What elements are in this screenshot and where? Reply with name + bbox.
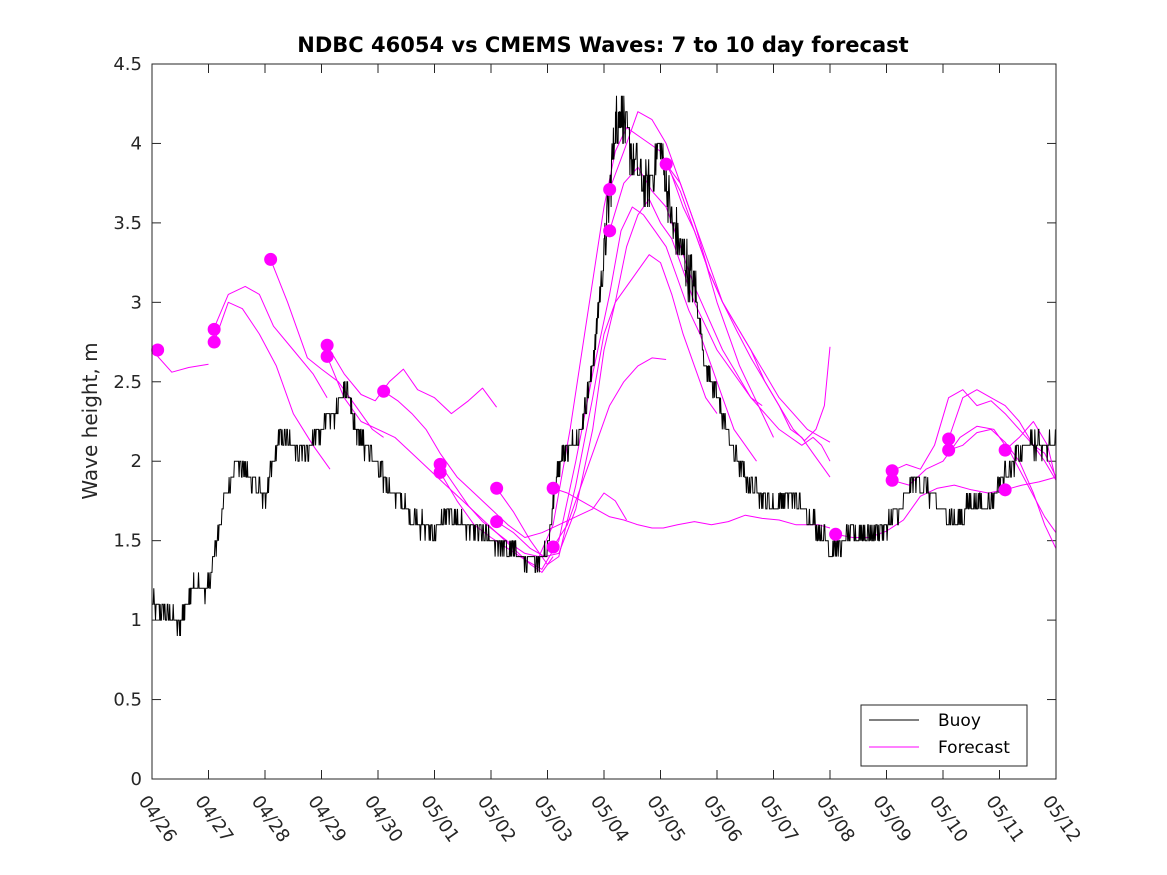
y-tick-label: 2.5 — [113, 372, 142, 393]
forecast-line — [552, 357, 667, 548]
buoy-line — [152, 95, 1057, 637]
forecast-start-marker — [264, 252, 278, 266]
y-tick-labels: 0 0.5 1 1.5 2 2.5 3 3.5 4 4.5 — [113, 54, 142, 790]
forecast-start-marker — [546, 540, 560, 554]
forecast-start-marker — [829, 527, 843, 541]
forecast-line — [213, 301, 331, 470]
forecast-line — [326, 344, 498, 415]
forecast-start-marker — [490, 515, 504, 529]
forecast-start-marker — [603, 183, 617, 197]
y-tick-label: 1 — [131, 610, 142, 631]
y-axis-label: Wave height, m — [78, 342, 102, 499]
series-group — [151, 95, 1057, 637]
y-tick-label: 2 — [131, 451, 142, 472]
y-tick-label: 1.5 — [113, 531, 142, 552]
forecast-line — [151, 349, 209, 373]
legend-box — [860, 704, 1028, 767]
forecast-start-marker — [998, 443, 1012, 457]
forecast-line — [665, 163, 831, 442]
chart-title: NDBC 46054 vs CMEMS Waves: 7 to 10 day f… — [297, 33, 908, 57]
y-tick-label: 4 — [131, 133, 142, 154]
forecast-start-marker — [603, 224, 617, 238]
forecast-start-marker — [207, 335, 221, 349]
forecast-start-marker — [659, 157, 673, 171]
forecast-line — [1004, 421, 1057, 481]
legend: Buoy Forecast — [860, 704, 1028, 767]
forecast-start-marker — [320, 349, 334, 363]
forecast-start-marker — [320, 338, 334, 352]
forecast-start-marker — [998, 483, 1012, 497]
axes-frame — [151, 63, 1057, 780]
forecast-line — [496, 198, 763, 558]
legend-label-forecast: Forecast — [938, 738, 1010, 758]
forecast-start-marker — [942, 443, 956, 457]
forecast-start-marker — [885, 464, 899, 478]
forecast-line — [439, 127, 774, 558]
y-tick-label: 3 — [131, 292, 142, 313]
forecast-start-marker — [546, 481, 560, 495]
forecast-line — [948, 428, 1057, 549]
forecast-start-marker — [942, 432, 956, 446]
forecast-start-marker — [377, 384, 391, 398]
forecast-start-marker — [151, 343, 165, 357]
y-tick-label: 3.5 — [113, 213, 142, 234]
forecast-line — [383, 390, 628, 538]
y-tick-label: 0 — [131, 769, 142, 790]
forecast-line — [213, 285, 328, 398]
forecast-line — [496, 254, 718, 565]
forecast-start-marker — [490, 481, 504, 495]
forecast-start-marker — [207, 322, 221, 336]
forecast-start-marker — [885, 473, 899, 487]
forecast-line — [552, 487, 831, 529]
y-tick-label: 0.5 — [113, 690, 142, 711]
forecast-line — [891, 425, 1057, 533]
forecast-start-marker — [433, 465, 447, 479]
legend-label-buoy: Buoy — [938, 711, 981, 731]
forecast-line — [439, 206, 757, 570]
y-tick-label: 4.5 — [113, 54, 142, 75]
forecast-line — [948, 389, 1057, 478]
plot-area: 00.511.522.533.544.5 04/26 04/27 04/28 04/2… — [113, 54, 1085, 846]
